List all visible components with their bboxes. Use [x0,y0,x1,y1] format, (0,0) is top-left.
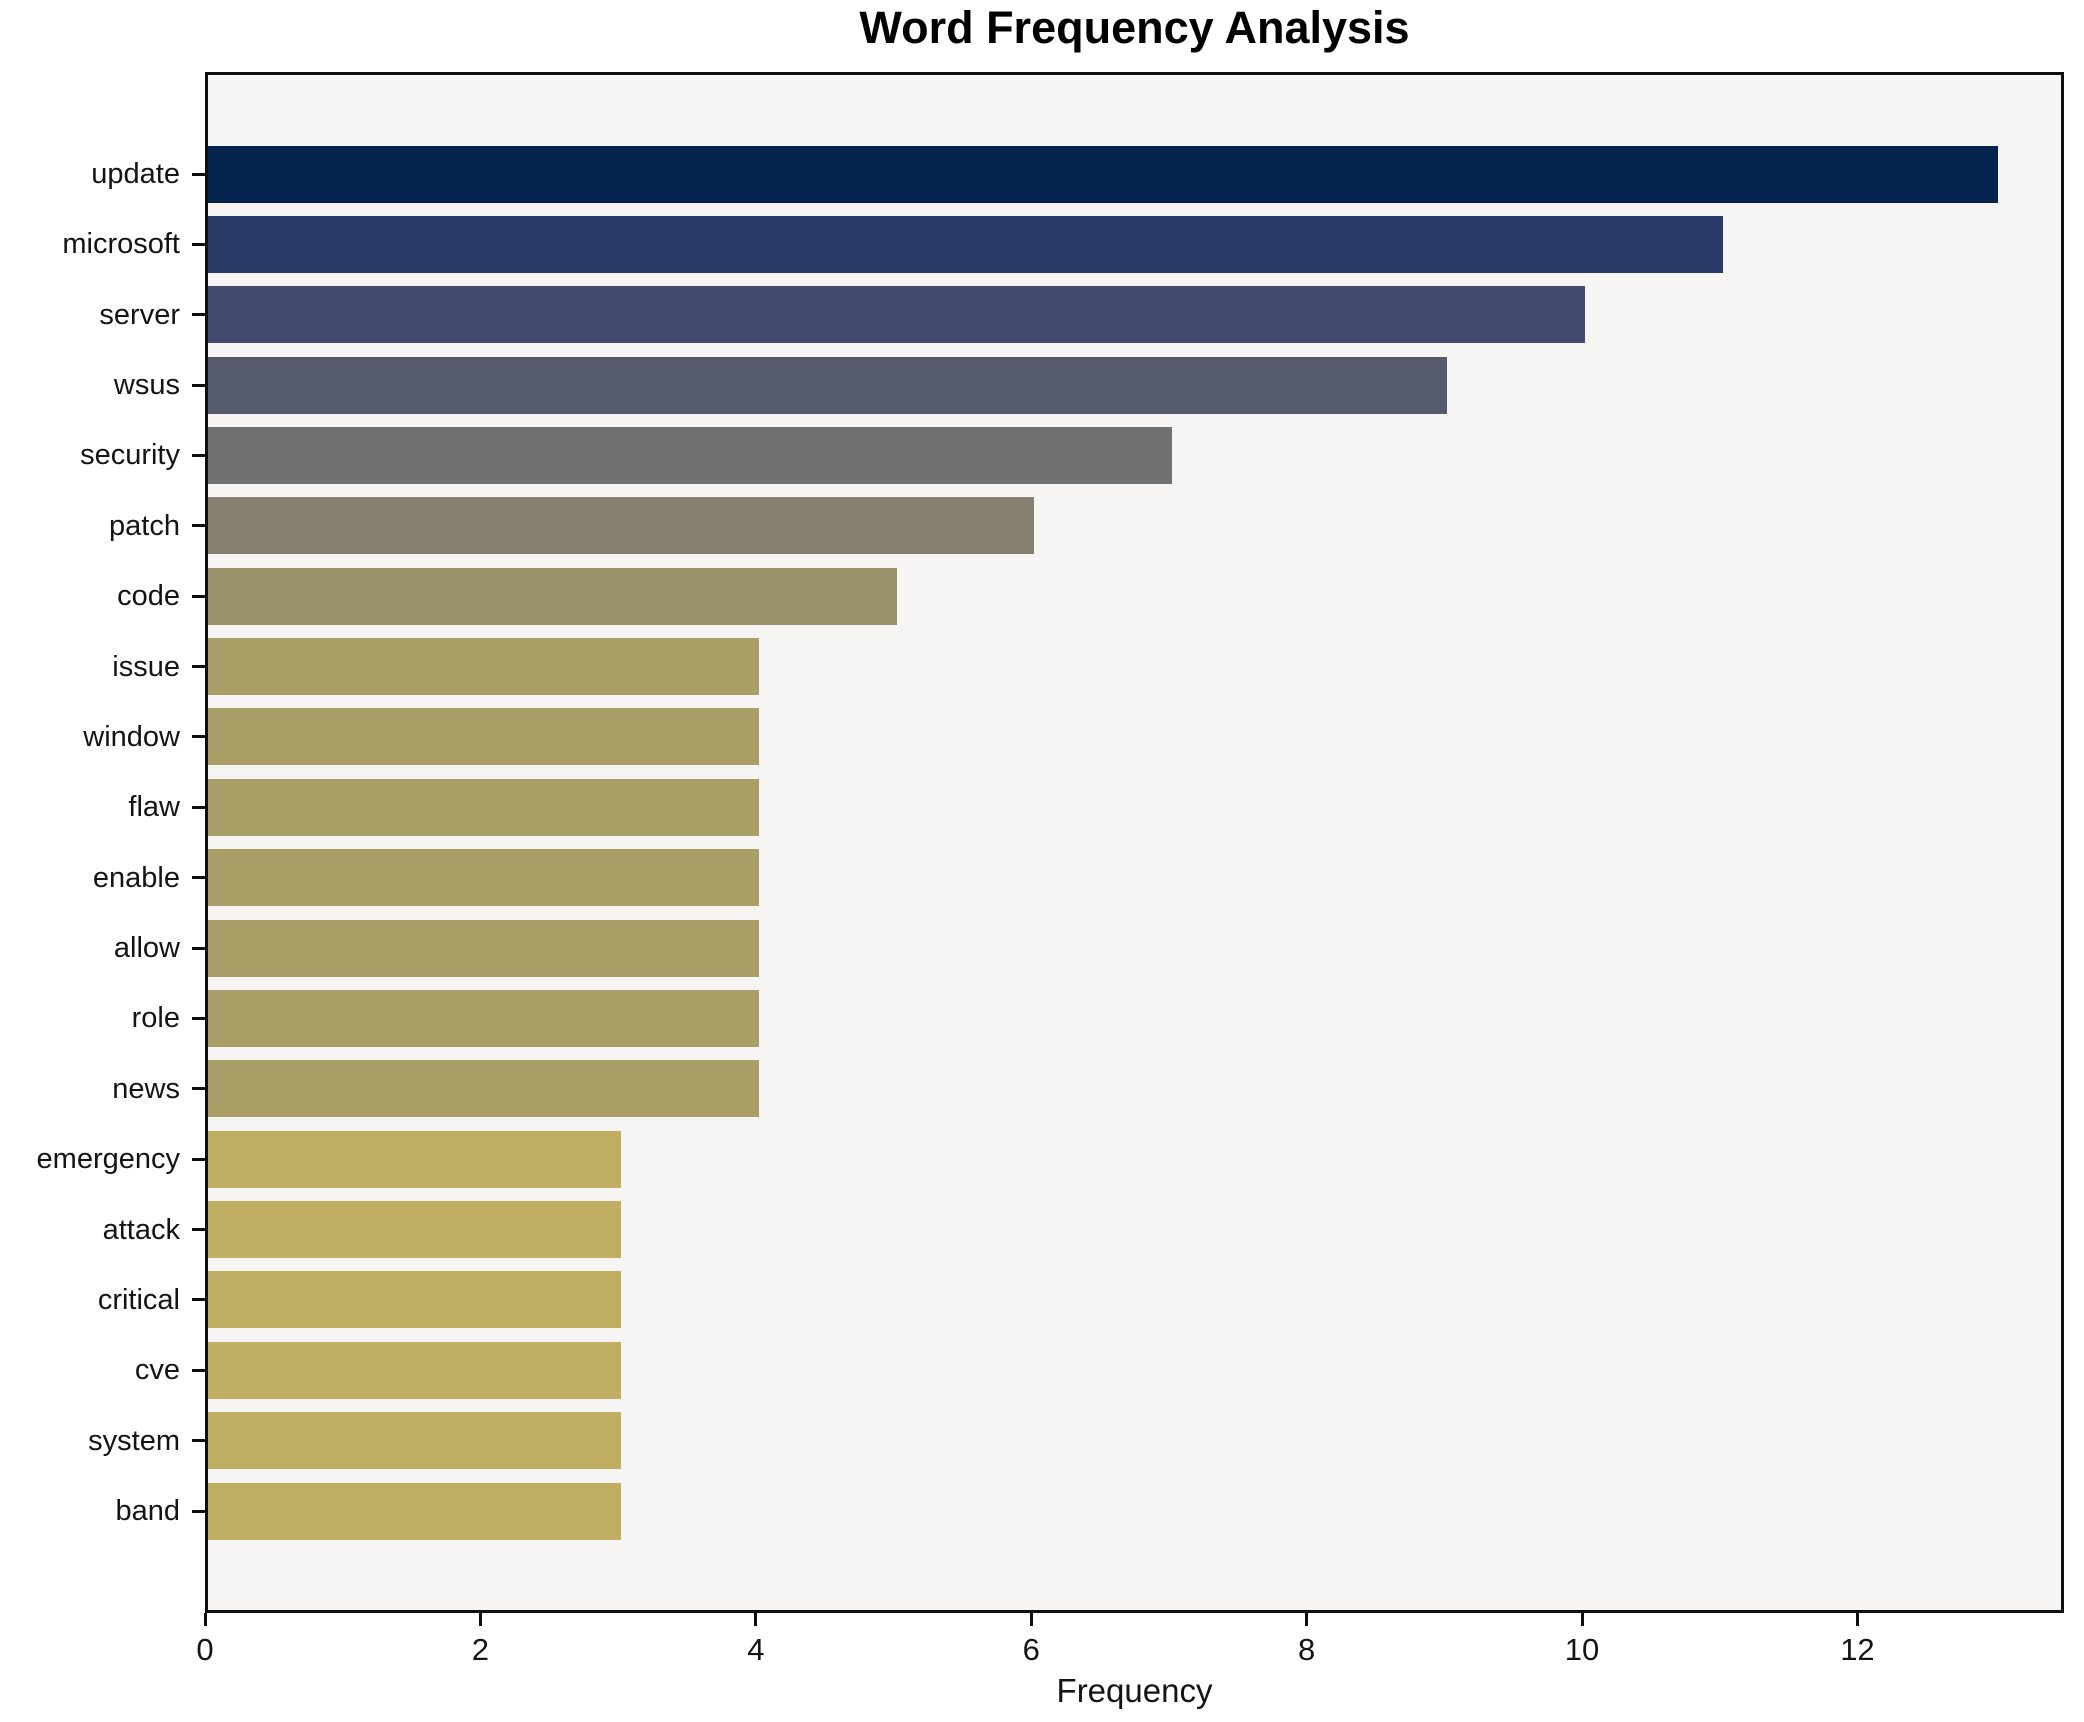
y-tick-mark [192,876,205,880]
y-tick-mark [192,1298,205,1302]
y-tick-label-emergency: emergency [36,1143,180,1176]
y-tick-label-security: security [80,439,180,472]
y-tick-label-role: role [131,1002,180,1035]
bar-wsus [208,356,1447,414]
y-tick-mark [192,383,205,387]
y-tick-label-server: server [99,298,180,331]
bar-window [208,708,759,766]
y-tick-mark [192,665,205,669]
bar-news [208,1060,759,1118]
bar-server [208,286,1585,344]
y-tick-mark [192,1087,205,1091]
y-tick-mark [192,1157,205,1161]
y-tick-mark [192,1439,205,1443]
y-tick-label-band: band [115,1495,180,1527]
y-tick-label-cve: cve [134,1354,180,1387]
plot-area [205,72,2064,1613]
bar-critical [208,1271,621,1329]
y-tick-label-wsus: wsus [113,369,180,402]
y-tick-mark [192,453,205,457]
y-tick-mark [192,172,205,176]
y-tick-label-patch: patch [109,509,180,542]
y-tick-label-flaw: flaw [128,791,180,824]
y-tick-mark [192,1368,205,1372]
bar-attack [208,1201,621,1259]
x-tick-label-10: 10 [1564,1632,1600,1667]
bar-flaw [208,778,759,836]
bar-emergency [208,1130,621,1188]
y-tick-label-news: news [112,1072,180,1105]
bar-microsoft [208,215,1723,273]
y-tick-label-allow: allow [113,932,180,965]
y-tick-mark [192,313,205,317]
bar-security [208,426,1172,484]
x-tick-label-12: 12 [1840,1632,1875,1667]
x-tick-mark [478,1613,482,1626]
x-tick-label-2: 2 [471,1632,490,1667]
y-tick-mark [192,946,205,950]
y-tick-label-system: system [88,1424,180,1457]
x-tick-mark [754,1613,758,1626]
y-tick-label-update: update [91,158,180,190]
x-tick-mark [1580,1613,1584,1626]
x-tick-label-8: 8 [1298,1632,1316,1667]
x-axis-title: Frequency [1056,1672,1213,1709]
x-tick-label-4: 4 [747,1632,765,1667]
y-tick-mark [192,242,205,246]
y-tick-label-window: window [83,720,180,753]
bar-update [208,145,1998,203]
y-tick-label-enable: enable [92,861,180,894]
y-tick-label-attack: attack [102,1213,180,1246]
x-tick-label-0: 0 [196,1632,214,1667]
bar-cve [208,1341,621,1399]
y-tick-label-code: code [117,580,180,613]
bar-patch [208,497,1034,555]
y-tick-mark [192,1509,205,1513]
bar-code [208,567,897,625]
bar-enable [208,849,759,907]
y-tick-mark [192,1228,205,1232]
x-tick-label-6: 6 [1022,1632,1040,1667]
y-tick-mark [192,594,205,598]
y-tick-mark [192,805,205,809]
bar-allow [208,919,759,977]
y-tick-mark [192,1016,205,1020]
y-tick-mark [192,524,205,528]
bar-role [208,989,759,1047]
bar-system [208,1412,621,1470]
y-tick-label-issue: issue [112,650,180,683]
chart-title: Word Frequency Analysis [859,2,1410,53]
y-tick-mark [192,735,205,739]
x-tick-mark [203,1613,207,1626]
bar-issue [208,638,759,696]
x-tick-mark [1305,1613,1309,1626]
x-tick-mark [1029,1613,1033,1626]
y-tick-label-critical: critical [97,1283,180,1316]
x-tick-mark [1855,1613,1859,1626]
y-tick-label-microsoft: microsoft [62,228,180,261]
bar-band [208,1482,621,1540]
